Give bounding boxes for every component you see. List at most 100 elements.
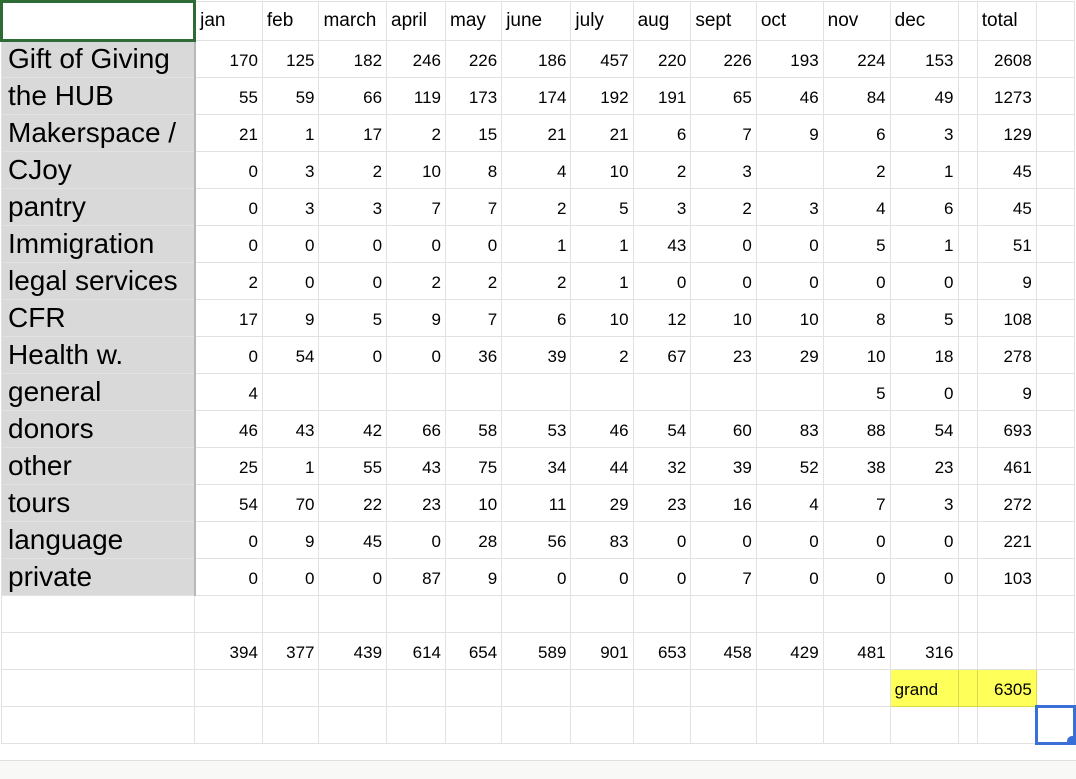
value-cell[interactable]: 9 bbox=[261, 299, 320, 337]
cell[interactable] bbox=[445, 706, 503, 744]
fill-handle[interactable] bbox=[1067, 736, 1072, 741]
value-cell[interactable]: 1 bbox=[570, 225, 634, 263]
value-cell[interactable]: 23 bbox=[632, 484, 692, 522]
column-header-cell[interactable]: sept bbox=[690, 1, 757, 41]
column-header-cell[interactable]: april bbox=[386, 1, 447, 41]
value-cell[interactable] bbox=[755, 151, 824, 189]
cell[interactable] bbox=[501, 669, 572, 707]
value-cell[interactable] bbox=[957, 40, 978, 78]
value-cell[interactable]: 9 bbox=[261, 521, 320, 559]
value-cell[interactable]: 10 bbox=[445, 484, 503, 522]
value-cell[interactable]: 66 bbox=[318, 77, 388, 115]
cell[interactable] bbox=[690, 669, 757, 707]
row-label-cell[interactable]: pantry bbox=[0, 188, 196, 226]
column-header-cell[interactable]: feb bbox=[261, 1, 320, 41]
value-cell[interactable]: 5 bbox=[318, 299, 388, 337]
value-cell[interactable] bbox=[957, 114, 978, 152]
value-cell[interactable]: 55 bbox=[194, 77, 263, 115]
cell[interactable] bbox=[1035, 188, 1076, 226]
value-cell[interactable]: 7 bbox=[445, 188, 503, 226]
value-cell[interactable]: 186 bbox=[501, 40, 572, 78]
value-cell[interactable]: 0 bbox=[822, 521, 891, 559]
value-cell[interactable]: 25 bbox=[194, 447, 263, 485]
value-cell[interactable]: 272 bbox=[976, 484, 1037, 522]
value-cell[interactable]: 10 bbox=[690, 299, 757, 337]
cell[interactable] bbox=[1035, 77, 1076, 115]
cell[interactable] bbox=[445, 669, 503, 707]
value-cell[interactable]: 0 bbox=[889, 521, 959, 559]
cell[interactable] bbox=[755, 595, 824, 633]
value-cell[interactable]: 3 bbox=[889, 484, 959, 522]
column-header-cell[interactable]: total bbox=[976, 1, 1037, 41]
value-cell[interactable]: 0 bbox=[632, 262, 692, 300]
cell[interactable] bbox=[755, 669, 824, 707]
value-cell[interactable]: 2 bbox=[822, 151, 891, 189]
value-cell[interactable]: 7 bbox=[445, 299, 503, 337]
value-cell[interactable]: 5 bbox=[822, 225, 891, 263]
value-cell[interactable]: 2608 bbox=[976, 40, 1037, 78]
value-cell[interactable]: 6 bbox=[501, 299, 572, 337]
value-cell[interactable] bbox=[957, 336, 978, 374]
cell[interactable] bbox=[1035, 595, 1076, 633]
value-cell[interactable]: 221 bbox=[976, 521, 1037, 559]
row-label-cell[interactable]: general bbox=[0, 373, 196, 411]
row-label-cell[interactable]: Immigration bbox=[0, 225, 196, 263]
value-cell[interactable]: 21 bbox=[501, 114, 572, 152]
value-cell[interactable]: 38 bbox=[822, 447, 891, 485]
cell[interactable] bbox=[0, 669, 196, 707]
value-cell[interactable]: 0 bbox=[261, 262, 320, 300]
value-cell[interactable]: 17 bbox=[318, 114, 388, 152]
value-cell[interactable]: 75 bbox=[445, 447, 503, 485]
value-cell[interactable]: 2 bbox=[570, 336, 634, 374]
value-cell[interactable]: 0 bbox=[690, 225, 757, 263]
cell[interactable] bbox=[501, 595, 572, 633]
value-cell[interactable]: 1 bbox=[570, 262, 634, 300]
value-cell[interactable]: 65 bbox=[690, 77, 757, 115]
value-cell[interactable]: 23 bbox=[386, 484, 447, 522]
value-cell[interactable]: 16 bbox=[690, 484, 757, 522]
value-cell[interactable]: 39 bbox=[501, 336, 572, 374]
value-cell[interactable]: 0 bbox=[822, 262, 891, 300]
value-cell[interactable]: 8 bbox=[822, 299, 891, 337]
value-cell[interactable]: 54 bbox=[194, 484, 263, 522]
value-cell[interactable]: 23 bbox=[889, 447, 959, 485]
value-cell[interactable]: 18 bbox=[889, 336, 959, 374]
column-header-cell[interactable]: nov bbox=[822, 1, 891, 41]
value-cell[interactable]: 6 bbox=[889, 188, 959, 226]
value-cell[interactable] bbox=[957, 410, 978, 448]
value-cell[interactable]: 9 bbox=[976, 262, 1037, 300]
value-cell[interactable]: 21 bbox=[570, 114, 634, 152]
value-cell[interactable]: 54 bbox=[261, 336, 320, 374]
cell[interactable] bbox=[261, 706, 320, 744]
cell[interactable] bbox=[976, 632, 1037, 670]
cell[interactable] bbox=[632, 669, 692, 707]
value-cell[interactable]: 0 bbox=[755, 521, 824, 559]
cell[interactable] bbox=[1035, 40, 1076, 78]
value-cell[interactable] bbox=[957, 151, 978, 189]
value-cell[interactable]: 54 bbox=[632, 410, 692, 448]
cell[interactable] bbox=[0, 632, 196, 670]
value-cell[interactable]: 51 bbox=[976, 225, 1037, 263]
value-cell[interactable] bbox=[445, 373, 503, 411]
value-cell[interactable]: 88 bbox=[822, 410, 891, 448]
value-cell[interactable]: 125 bbox=[261, 40, 320, 78]
value-cell[interactable]: 10 bbox=[570, 151, 634, 189]
value-cell[interactable]: 0 bbox=[632, 521, 692, 559]
value-cell[interactable]: 45 bbox=[318, 521, 388, 559]
value-cell[interactable]: 0 bbox=[386, 521, 447, 559]
value-cell[interactable]: 3 bbox=[755, 188, 824, 226]
row-label-cell[interactable]: tours bbox=[0, 484, 196, 522]
value-cell[interactable]: 44 bbox=[570, 447, 634, 485]
cell[interactable] bbox=[957, 595, 978, 633]
value-cell[interactable]: 1 bbox=[261, 114, 320, 152]
value-cell[interactable] bbox=[957, 484, 978, 522]
value-cell[interactable]: 4 bbox=[822, 188, 891, 226]
value-cell[interactable]: 0 bbox=[386, 336, 447, 374]
cell[interactable] bbox=[0, 706, 196, 744]
cell[interactable] bbox=[1035, 299, 1076, 337]
value-cell[interactable]: 54 bbox=[889, 410, 959, 448]
value-cell[interactable]: 1 bbox=[501, 225, 572, 263]
value-cell[interactable]: 0 bbox=[690, 262, 757, 300]
cell[interactable] bbox=[690, 595, 757, 633]
column-header-cell[interactable]: dec bbox=[889, 1, 959, 41]
